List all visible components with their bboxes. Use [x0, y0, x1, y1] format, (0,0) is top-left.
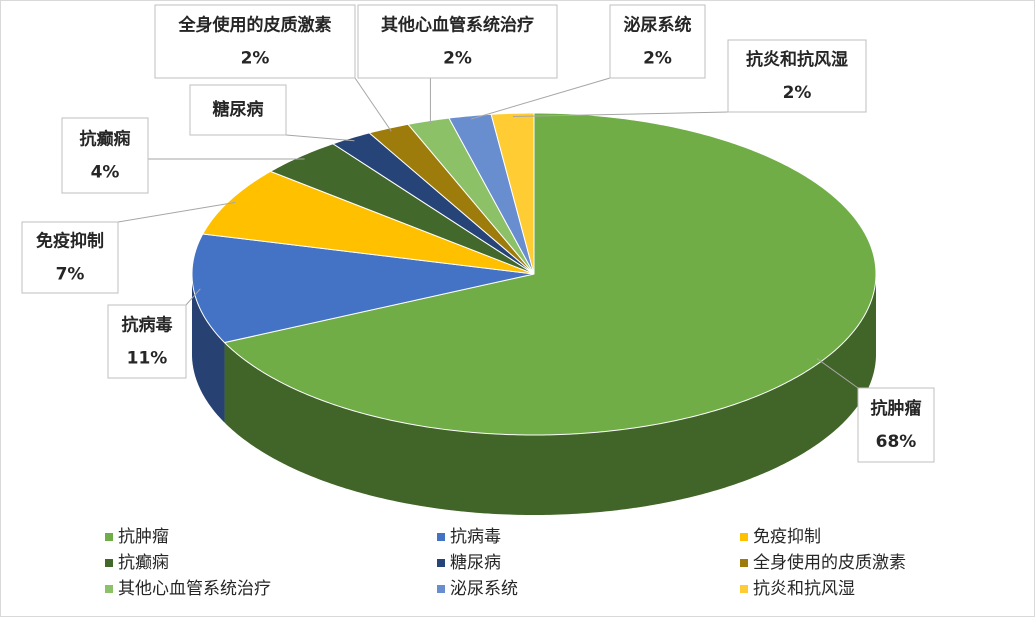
label-box — [727, 39, 867, 113]
legend-marker — [740, 559, 748, 567]
legend-marker — [437, 559, 445, 567]
slice — [368, 123, 535, 275]
label-value: 7% — [56, 265, 85, 285]
slice-side — [192, 274, 225, 423]
label-name: 泌尿系统 — [624, 15, 692, 36]
label-value: 11% — [127, 349, 168, 369]
legend-label: 全身使用的皮质激素 — [753, 552, 906, 573]
label-name: 抗肿瘤 — [871, 398, 922, 419]
label-name: 抗病毒 — [122, 315, 173, 336]
slice — [191, 233, 535, 344]
legend-label: 其他心血管系统治疗 — [118, 579, 271, 599]
leader-line — [816, 358, 859, 389]
legend-marker — [740, 585, 748, 593]
slice — [223, 112, 877, 436]
label-name: 全身使用的皮质激素 — [178, 15, 332, 36]
leader-line — [471, 77, 611, 120]
label-box — [357, 4, 558, 79]
legend-label: 抗肿瘤 — [118, 527, 169, 547]
label-box — [107, 304, 187, 379]
label-box — [189, 84, 287, 136]
legend-label: 糖尿病 — [450, 553, 501, 573]
leader-line — [185, 288, 201, 306]
legend-marker — [437, 533, 445, 541]
leader-line — [285, 134, 355, 142]
legend-marker — [105, 533, 113, 541]
label-box — [857, 387, 935, 463]
label-name: 免疫抑制 — [36, 231, 104, 252]
slice — [407, 117, 535, 275]
legend-marker — [105, 585, 113, 593]
slice-side-shade — [224, 274, 877, 515]
label-box — [609, 4, 706, 79]
label-name: 糖尿病 — [213, 99, 264, 120]
slice — [331, 132, 535, 275]
slice — [269, 143, 535, 275]
label-value: 2% — [443, 49, 472, 69]
legend-label: 抗病毒 — [450, 527, 501, 547]
slice — [201, 170, 535, 275]
slice-side — [224, 274, 877, 515]
legend-marker — [740, 533, 748, 541]
slice-side-shade — [192, 274, 225, 423]
label-box — [154, 4, 356, 79]
label-name: 抗癫痫 — [80, 129, 131, 150]
legend-marker — [437, 585, 445, 593]
label-name: 其他心血管系统治疗 — [381, 15, 534, 36]
leader-line — [117, 201, 236, 223]
slice — [490, 112, 535, 275]
legend-label: 抗炎和抗风湿 — [753, 579, 855, 599]
leader-line — [354, 77, 392, 132]
legend-marker — [105, 559, 113, 567]
legend-label: 抗癫痫 — [118, 553, 169, 573]
legend-label: 免疫抑制 — [753, 527, 821, 547]
label-value: 4% — [91, 163, 120, 183]
label-value: 68% — [876, 432, 917, 452]
label-value: 2% — [783, 83, 812, 103]
label-box — [61, 117, 149, 194]
label-value: 2% — [241, 49, 270, 69]
label-name: 抗炎和抗风湿 — [746, 49, 848, 70]
label-box — [21, 221, 119, 294]
leader-line — [512, 111, 729, 118]
label-value: 2% — [643, 49, 672, 69]
legend-label: 泌尿系统 — [450, 579, 518, 599]
